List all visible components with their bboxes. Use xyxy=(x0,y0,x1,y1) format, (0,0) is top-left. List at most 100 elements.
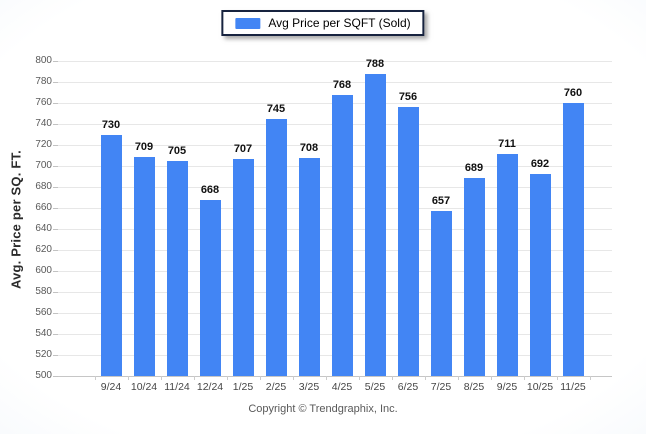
bar-10/25 xyxy=(529,174,551,376)
x-tick-label: 6/25 xyxy=(397,381,419,393)
y-tick xyxy=(53,82,58,83)
bar-value-label: 711 xyxy=(498,138,516,151)
x-tick-label: 9/24 xyxy=(100,381,122,393)
y-tick-label: 540 xyxy=(35,328,52,339)
y-tick-label: 700 xyxy=(35,160,52,171)
bar-value-label: 668 xyxy=(200,183,220,196)
bar-8/25 xyxy=(463,177,485,376)
bar-4/25 xyxy=(331,94,353,376)
y-tick-label: 760 xyxy=(35,97,52,108)
bar-3/25 xyxy=(298,157,320,376)
copyright-text: Copyright © Trendgraphix, Inc. xyxy=(248,403,398,415)
y-tick-label: 560 xyxy=(35,307,52,318)
x-tick-label: 2/25 xyxy=(265,381,287,393)
x-tick xyxy=(589,376,591,380)
bar-value-label: 689 xyxy=(464,161,484,174)
x-tick xyxy=(424,376,426,380)
bar-10/24 xyxy=(133,156,155,376)
bar-value-label: 692 xyxy=(530,158,550,171)
x-tick xyxy=(556,376,558,380)
bar-value-label: 705 xyxy=(167,144,187,157)
legend: Avg Price per SQFT (Sold) xyxy=(221,10,425,36)
x-tick-label: 11/25 xyxy=(560,381,586,393)
y-tick-label: 600 xyxy=(35,265,52,276)
y-tick xyxy=(53,61,58,62)
x-tick xyxy=(358,376,360,380)
bar-12/24 xyxy=(199,199,221,376)
x-tick xyxy=(226,376,228,380)
x-tick-label: 10/24 xyxy=(130,381,158,393)
y-tick-label: 500 xyxy=(35,370,52,381)
y-tick xyxy=(53,313,58,314)
y-tick-label: 720 xyxy=(35,139,52,150)
x-tick xyxy=(193,376,195,380)
y-tick-label: 640 xyxy=(35,223,52,234)
x-tick-label: 4/25 xyxy=(331,381,353,393)
y-tick-label: 620 xyxy=(35,244,52,255)
x-tick-label: 7/25 xyxy=(430,381,452,393)
x-tick xyxy=(259,376,261,380)
y-tick xyxy=(53,334,58,335)
y-tick xyxy=(53,229,58,230)
y-tick-label: 780 xyxy=(35,76,52,87)
bar-value-label: 707 xyxy=(233,142,253,155)
y-tick-label: 580 xyxy=(35,286,52,297)
y-tick xyxy=(53,271,58,272)
x-tick-label: 3/25 xyxy=(298,381,320,393)
y-tick xyxy=(53,124,58,125)
legend-swatch-icon xyxy=(235,17,261,29)
y-tick xyxy=(53,208,58,209)
x-tick xyxy=(160,376,162,380)
y-tick-label: 800 xyxy=(35,55,52,66)
gridline xyxy=(58,82,612,83)
x-tick xyxy=(292,376,294,380)
y-tick xyxy=(53,166,58,167)
x-tick-label: 9/25 xyxy=(496,381,518,393)
bar-value-label: 788 xyxy=(365,57,385,70)
bar-7/25 xyxy=(430,211,452,376)
bar-value-label: 730 xyxy=(101,118,121,131)
x-tick-label: 8/25 xyxy=(463,381,485,393)
y-tick-label: 660 xyxy=(35,202,52,213)
gridline xyxy=(58,61,612,62)
bar-11/24 xyxy=(166,160,188,376)
x-tick xyxy=(127,376,129,380)
bar-1/25 xyxy=(232,158,254,376)
bar-2/25 xyxy=(265,118,287,376)
x-tick-label: 12/24 xyxy=(196,381,224,393)
bar-value-label: 760 xyxy=(563,87,583,99)
x-tick xyxy=(94,376,96,380)
bar-6/25 xyxy=(397,107,419,376)
bar-value-label: 756 xyxy=(398,91,418,104)
x-tick xyxy=(391,376,393,380)
y-tick xyxy=(53,376,58,377)
legend-label: Avg Price per SQFT (Sold) xyxy=(268,16,411,30)
bar-9/24 xyxy=(100,134,122,376)
x-tick xyxy=(325,376,327,380)
y-tick xyxy=(53,250,58,251)
bar-11/25 xyxy=(562,103,584,376)
bar-value-label: 768 xyxy=(332,78,352,91)
bar-9/25 xyxy=(496,154,518,376)
y-tick xyxy=(53,103,58,104)
y-axis-title: Avg. Price per SQ. FT. xyxy=(8,150,24,290)
y-tick xyxy=(53,187,58,188)
gridline xyxy=(58,376,612,377)
x-tick-label: 10/25 xyxy=(526,381,554,393)
bar-value-label: 709 xyxy=(134,140,154,153)
x-tick xyxy=(523,376,525,380)
y-tick xyxy=(53,145,58,146)
bar-value-label: 708 xyxy=(299,141,319,154)
y-tick-label: 680 xyxy=(35,181,52,192)
x-tick xyxy=(490,376,492,380)
x-tick-label: 5/25 xyxy=(364,381,386,393)
x-tick xyxy=(457,376,459,380)
bar-5/25 xyxy=(364,73,386,376)
y-tick xyxy=(53,292,58,293)
y-tick xyxy=(53,355,58,356)
y-tick-label: 520 xyxy=(35,349,52,360)
bar-value-label: 657 xyxy=(431,195,451,208)
x-tick-label: 1/25 xyxy=(232,381,254,393)
bar-value-label: 745 xyxy=(266,102,286,115)
